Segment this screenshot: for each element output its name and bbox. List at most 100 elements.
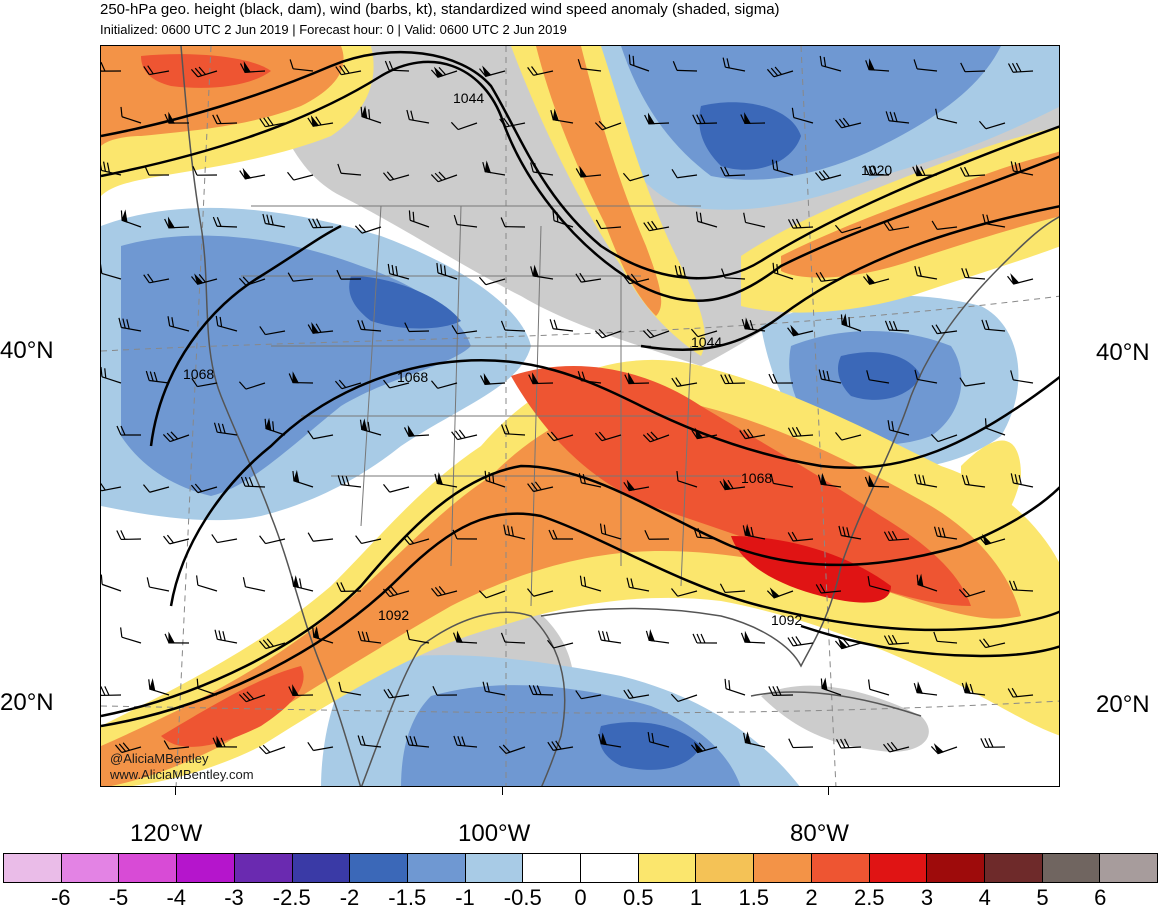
wind-barb [212, 216, 238, 228]
wind-barb [623, 479, 650, 492]
colorbar-label: -0.5 [503, 885, 542, 910]
wind-barb [501, 424, 526, 436]
wind-barb [114, 742, 142, 754]
wind-barb [676, 470, 698, 488]
colorbar-label: 5 [1036, 885, 1049, 910]
wind-barb [338, 681, 362, 696]
wind-barb [546, 431, 574, 442]
colorbar-cell [292, 854, 351, 882]
wind-barb [307, 741, 334, 752]
wind-barb [148, 678, 170, 696]
wind-barb [215, 315, 238, 332]
wind-barb [691, 427, 718, 440]
wind-barb [766, 587, 794, 599]
wind-barb [436, 263, 458, 280]
wind-barb [452, 630, 478, 644]
wind-barb [240, 476, 266, 488]
colorbar-label: -3 [224, 885, 244, 910]
wind-barb [431, 585, 458, 597]
colorbar-label: 0.5 [622, 885, 654, 910]
wind-barb [264, 417, 286, 436]
contour-1068-west [149, 224, 342, 447]
colorbar-label: 0 [574, 885, 587, 910]
wind-barb [163, 534, 190, 545]
wind-barb [354, 224, 382, 234]
wind-barb [644, 112, 670, 125]
wind-barb [262, 213, 286, 228]
contour-label: 1044 [691, 334, 722, 350]
wind-barb [579, 575, 602, 592]
wind-barb [192, 165, 218, 176]
colorbar-cell [119, 854, 178, 882]
wind-barb [118, 317, 142, 332]
colorbar-label: 6 [1094, 885, 1107, 910]
wind-barb [190, 483, 218, 494]
wind-barb [834, 637, 862, 650]
colorbar-cell [1042, 854, 1101, 882]
wind-barb [693, 527, 718, 540]
wind-barb [690, 741, 718, 754]
wind-barb [548, 529, 574, 540]
blue-anomaly-east-dark [838, 352, 921, 400]
wind-barb [334, 379, 362, 390]
wind-barb [259, 535, 286, 545]
wind-barb [530, 162, 554, 176]
colorbar-cell [811, 854, 870, 882]
wind-barb [772, 262, 794, 280]
wind-barbs [101, 54, 1034, 755]
wind-barb [840, 313, 862, 332]
wind-barb [212, 735, 238, 748]
wind-barb [116, 425, 142, 436]
wind-barb [143, 65, 170, 76]
wind-barb [120, 209, 142, 228]
wind-barb [116, 530, 142, 541]
colorbar-cell [407, 854, 466, 882]
wind-barb [258, 744, 286, 755]
contour-1020 [101, 60, 1059, 302]
wind-barb [883, 530, 910, 542]
wind-barb [549, 319, 574, 332]
wind-barb [978, 120, 1006, 130]
contour-label: 1068 [397, 369, 428, 385]
wind-barb [101, 574, 122, 592]
colorbar-cell [927, 854, 985, 882]
wind-barb [434, 472, 458, 488]
wind-barb [101, 481, 122, 492]
weather-map: 1044 1020 1044 1068 1068 1068 1092 1092 [101, 46, 1059, 786]
wind-barb [595, 219, 622, 230]
wind-barb [453, 735, 478, 748]
wind-barb [628, 54, 650, 72]
wind-barb [692, 114, 718, 125]
contour-1044-north [101, 50, 1059, 280]
wind-barb [739, 428, 766, 440]
wind-barb [120, 627, 142, 644]
colorbar-label: 4 [978, 885, 991, 910]
wind-barb [258, 638, 286, 650]
wind-barb [770, 473, 794, 488]
wind-barb [500, 632, 526, 644]
wind-barb [740, 112, 766, 125]
wind-barb [101, 686, 122, 697]
wind-barb [722, 57, 746, 72]
wind-barb [499, 117, 526, 128]
wind-barb [959, 377, 986, 387]
contour-1092-southeast [800, 624, 1059, 658]
wind-barb [690, 328, 718, 338]
wind-barb [500, 320, 526, 332]
colorbar-cell [984, 854, 1043, 882]
wind-barb [307, 115, 334, 127]
wind-barb [984, 418, 1006, 436]
colorbar-label: 3 [920, 885, 934, 910]
wind-barb [387, 263, 410, 280]
wind-barb [164, 631, 190, 644]
wind-barb [145, 370, 170, 384]
wind-barb [212, 114, 238, 125]
wind-barb [913, 59, 938, 72]
wind-barb [432, 685, 458, 696]
colorbar-cell [1100, 854, 1158, 882]
wind-barb [239, 60, 266, 73]
wind-barb [357, 735, 382, 748]
wind-barb [692, 633, 718, 644]
wind-barb [196, 678, 218, 696]
wind-barb [933, 526, 958, 540]
